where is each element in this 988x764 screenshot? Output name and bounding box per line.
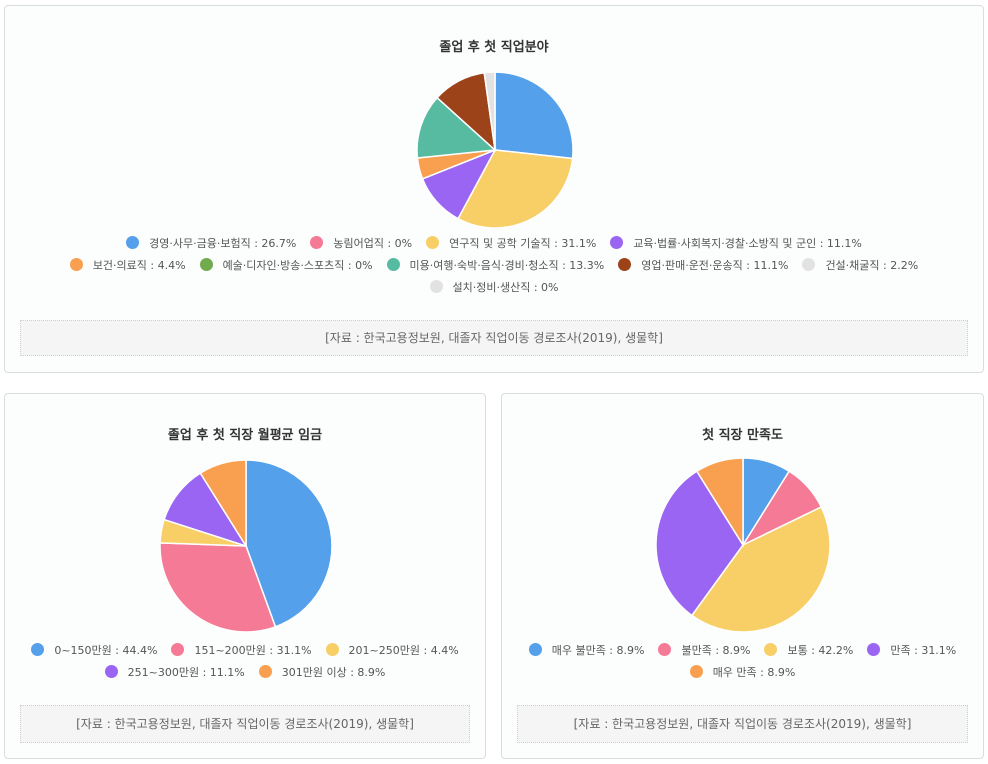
legend-swatch	[426, 236, 440, 249]
pie-slice-151-200만원[interactable]	[159, 542, 277, 633]
legend-swatch	[618, 258, 632, 271]
legend-item[interactable]: 건설·채굴직 : 2.2%	[802, 255, 918, 277]
pie-slice-미용-여행-숙박-음식-경비-청소직[interactable]	[416, 96, 497, 159]
legend-row: 0~150만원 : 44.4% 151~200만원 : 31.1% 201~250만…	[5, 640, 485, 662]
legend-swatch	[199, 258, 213, 271]
legend-item[interactable]: 매우 불만족 : 8.9%	[528, 640, 645, 662]
legend-label: 151~200만원 : 31.1%	[194, 644, 312, 657]
legend-item[interactable]: 미용·여행·숙박·음식·경비·청소직 : 13.3%	[386, 255, 605, 277]
legend-swatch	[689, 665, 703, 678]
salary-pie	[159, 459, 333, 633]
chart-legend: 경영·사무·금융·보험직 : 26.7% 농림어업직 : 0% 연구직 및 공학 기…	[5, 233, 983, 299]
legend-swatch	[386, 258, 400, 271]
legend-label: 251~300만원 : 11.1%	[127, 666, 245, 679]
legend-swatch	[126, 236, 140, 249]
legend-label: 보통 : 42.2%	[787, 644, 854, 657]
legend-swatch	[429, 280, 443, 293]
legend-swatch	[310, 236, 324, 249]
source-note: [자료 : 한국고용정보원, 대졸자 직업이동 경로조사(2019), 생물학]	[517, 705, 968, 743]
legend-item[interactable]: 151~200만원 : 31.1%	[171, 640, 312, 662]
satisfaction-pie	[655, 457, 831, 633]
legend-swatch	[69, 258, 83, 271]
legend-swatch	[610, 236, 624, 249]
legend-swatch	[31, 643, 45, 656]
satisfaction-chart-card: 첫 직장 만족도 매우 불만족 : 8.9% 불만족 : 8.9% 보통 : 42.…	[501, 393, 984, 759]
legend-item[interactable]: 301만원 이상 : 8.9%	[258, 662, 386, 684]
legend-item[interactable]: 매우 만족 : 8.9%	[689, 662, 796, 684]
chart-legend: 매우 불만족 : 8.9% 불만족 : 8.9% 보통 : 42.2% 만족 : 31…	[502, 640, 983, 684]
salary-chart-card: 졸업 후 첫 직장 월평균 임금 0~150만원 : 44.4% 151~200만…	[4, 393, 486, 759]
legend-item[interactable]: 불만족 : 8.9%	[658, 640, 750, 662]
legend-item[interactable]: 영업·판매·운전·운송직 : 11.1%	[618, 255, 788, 277]
legend-label: 농림어업직 : 0%	[333, 237, 413, 250]
legend-row: 매우 만족 : 8.9%	[502, 662, 983, 684]
legend-label: 영업·판매·운전·운송직 : 11.1%	[641, 259, 789, 272]
legend-item[interactable]: 만족 : 31.1%	[867, 640, 956, 662]
pie-slice-0-150만원[interactable]	[245, 459, 333, 628]
legend-label: 건설·채굴직 : 2.2%	[825, 259, 919, 272]
legend-label: 301만원 이상 : 8.9%	[281, 666, 386, 679]
chart-title: 졸업 후 첫 직장 월평균 임금	[167, 428, 323, 443]
legend-swatch	[867, 643, 881, 656]
legend-label: 미용·여행·숙박·음식·경비·청소직 : 13.3%	[409, 259, 605, 272]
legend-item[interactable]: 201~250만원 : 4.4%	[325, 640, 459, 662]
legend-item[interactable]: 0~150만원 : 44.4%	[31, 640, 157, 662]
legend-row: 251~300만원 : 11.1% 301만원 이상 : 8.9%	[5, 662, 485, 684]
chart-title: 졸업 후 첫 직업분야	[439, 40, 549, 55]
legend-label: 설치·정비·생산직 : 0%	[452, 281, 559, 294]
legend-row: 매우 불만족 : 8.9% 불만족 : 8.9% 보통 : 42.2% 만족 : 31…	[502, 640, 983, 662]
pie-slice-보통[interactable]	[690, 505, 831, 633]
legend-label: 교육·법률·사회복지·경찰·소방직 및 군인 : 11.1%	[633, 237, 862, 250]
legend-label: 매우 불만족 : 8.9%	[551, 644, 645, 657]
legend-swatch	[764, 643, 778, 656]
legend-label: 연구직 및 공학 기술직 : 31.1%	[449, 237, 597, 250]
legend-label: 불만족 : 8.9%	[681, 644, 751, 657]
source-note: [자료 : 한국고용정보원, 대졸자 직업이동 경로조사(2019), 생물학]	[20, 705, 470, 743]
legend-swatch	[802, 258, 816, 271]
pie-slice-301만원-이상[interactable]	[199, 459, 247, 549]
legend-swatch	[325, 643, 339, 656]
legend-label: 보건·의료직 : 4.4%	[92, 259, 186, 272]
legend-row: 설치·정비·생산직 : 0%	[5, 277, 983, 299]
legend-row: 보건·의료직 : 4.4% 예술·디자인·방송·스포츠직 : 0% 미용·여행·숙박…	[5, 255, 983, 277]
legend-label: 경영·사무·금융·보험직 : 26.7%	[149, 237, 297, 250]
legend-item[interactable]: 보건·의료직 : 4.4%	[69, 255, 186, 277]
chart-legend: 0~150만원 : 44.4% 151~200만원 : 31.1% 201~250만…	[5, 640, 485, 684]
legend-item[interactable]: 251~300만원 : 11.1%	[104, 662, 245, 684]
pie-slice-연구직-및-공학-기술직[interactable]	[457, 149, 574, 229]
legend-label: 201~250만원 : 4.4%	[348, 644, 459, 657]
legend-row: 경영·사무·금융·보험직 : 26.7% 농림어업직 : 0% 연구직 및 공학 기…	[5, 233, 983, 255]
job-field-pie	[416, 71, 574, 229]
pie-slice-건설-채굴직[interactable]	[483, 71, 496, 151]
legend-swatch	[171, 643, 185, 656]
job-field-chart-card: 졸업 후 첫 직업분야 경영·사무·금융·보험직 : 26.7% 농림어업직 : …	[4, 5, 984, 373]
legend-item[interactable]: 경영·사무·금융·보험직 : 26.7%	[126, 233, 296, 255]
legend-item[interactable]: 설치·정비·생산직 : 0%	[429, 277, 559, 299]
legend-item[interactable]: 예술·디자인·방송·스포츠직 : 0%	[199, 255, 373, 277]
legend-swatch	[528, 643, 542, 656]
legend-label: 0~150만원 : 44.4%	[54, 644, 158, 657]
pie-slice-경영-사무-금융-보험직[interactable]	[494, 71, 574, 160]
legend-label: 매우 만족 : 8.9%	[712, 666, 796, 679]
legend-item[interactable]: 농림어업직 : 0%	[310, 233, 412, 255]
legend-item[interactable]: 교육·법률·사회복지·경찰·소방직 및 군인 : 11.1%	[610, 233, 862, 255]
legend-label: 예술·디자인·방송·스포츠직 : 0%	[222, 259, 373, 272]
legend-swatch	[104, 665, 118, 678]
legend-label: 만족 : 31.1%	[890, 644, 957, 657]
pie-slice-만족[interactable]	[655, 470, 744, 617]
pie-slice-매우-만족[interactable]	[695, 457, 744, 548]
chart-title: 첫 직장 만족도	[702, 428, 783, 443]
legend-swatch	[258, 665, 272, 678]
legend-item[interactable]: 연구직 및 공학 기술직 : 31.1%	[426, 233, 596, 255]
legend-item[interactable]: 보통 : 42.2%	[764, 640, 853, 662]
source-note: [자료 : 한국고용정보원, 대졸자 직업이동 경로조사(2019), 생물학]	[20, 320, 968, 356]
legend-swatch	[658, 643, 672, 656]
